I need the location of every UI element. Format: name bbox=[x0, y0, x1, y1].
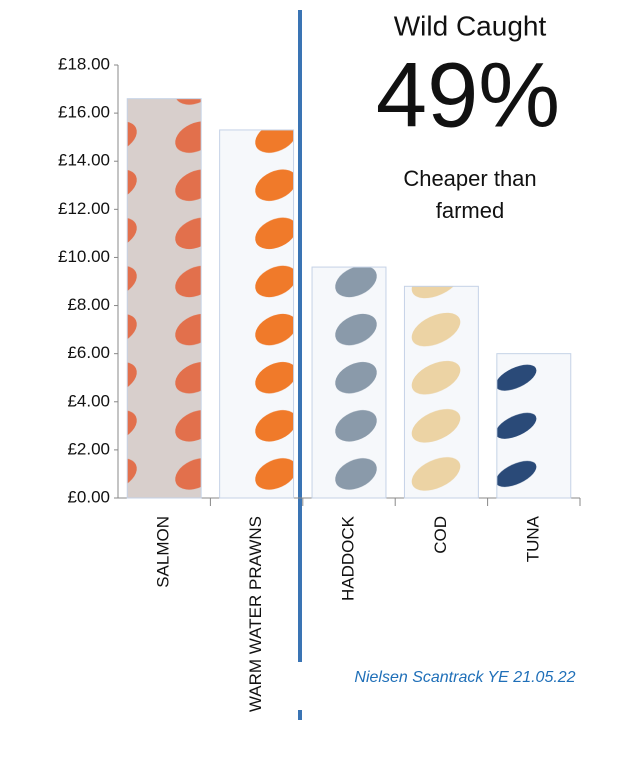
source: Nielsen Scantrack YE 21.05.22 bbox=[354, 669, 575, 686]
bar bbox=[126, 98, 202, 499]
x-tick-label: WARM WATER PRAWNS bbox=[246, 516, 265, 712]
x-tick-label: COD bbox=[431, 516, 450, 554]
y-tick-label: £4.00 bbox=[67, 391, 110, 410]
annotation: Cheaper than bbox=[403, 166, 536, 191]
y-tick-label: £2.00 bbox=[67, 439, 110, 458]
annotation: 49% bbox=[376, 44, 560, 146]
y-tick-label: £12.00 bbox=[58, 199, 110, 218]
x-tick-label: SALMON bbox=[154, 516, 173, 588]
y-tick-label: £6.00 bbox=[67, 343, 110, 362]
y-tick-label: £10.00 bbox=[58, 247, 110, 266]
annotation: farmed bbox=[436, 198, 504, 223]
y-tick-label: £14.00 bbox=[58, 151, 110, 170]
bar bbox=[219, 129, 295, 499]
y-tick-label: £18.00 bbox=[58, 54, 110, 73]
bar bbox=[403, 285, 479, 499]
y-tick-label: £16.00 bbox=[58, 103, 110, 122]
bar bbox=[496, 353, 572, 499]
annotation: Wild Caught bbox=[394, 10, 547, 41]
y-tick-label: £0.00 bbox=[67, 487, 110, 506]
y-tick-label: £8.00 bbox=[67, 295, 110, 314]
x-tick-label: HADDOCK bbox=[338, 515, 357, 601]
bar bbox=[311, 266, 387, 499]
x-tick-label: TUNA bbox=[523, 515, 542, 562]
